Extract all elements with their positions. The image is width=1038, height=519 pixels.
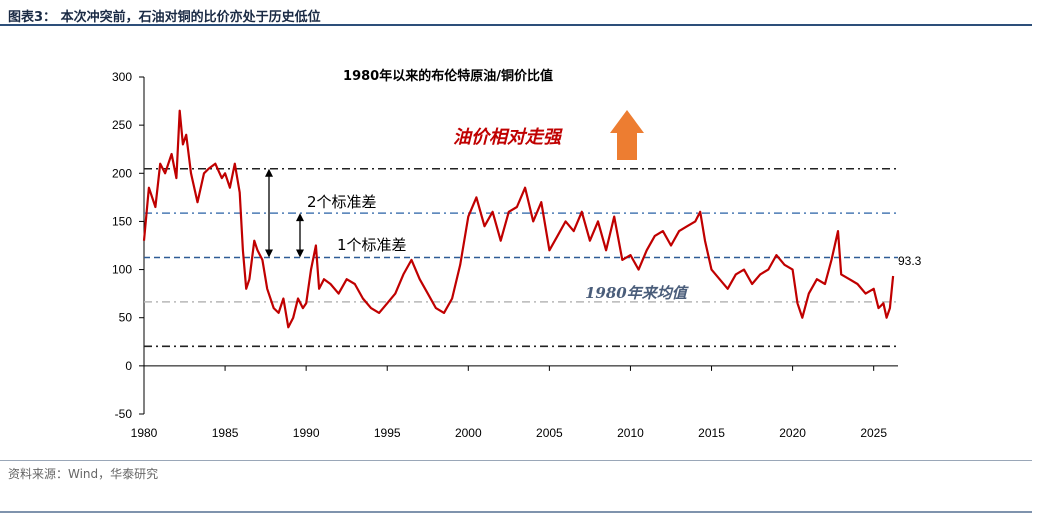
annotation-one-sd: 1个标准差 [337,236,407,254]
x-tick-label: 2025 [860,426,887,440]
x-tick-label: 1995 [374,426,401,440]
annotation-mean: 1980年来均值 [585,284,690,302]
y-tick-label: 250 [112,118,132,132]
chart-title: 1980年以来的布伦特原油/铜价比值 [343,68,553,84]
up-arrow-icon [610,110,644,160]
chart: -50 0 50 100 150 200 250 300 1980 1985 1990 1995 200… [112,68,922,440]
annotations: 油价相对走强 2个标准差 1个标准差 1980年来均值 93.3 [265,110,922,302]
bottom-rule [0,511,1032,513]
annotation-two-sd: 2个标准差 [307,193,377,211]
reference-lines [144,167,898,348]
two-sd-arrow-head-bottom [265,249,273,258]
x-tick-label: 2010 [617,426,644,440]
source-note: 资料来源：Wind，华泰研究 [8,467,159,481]
y-tick-label: -50 [115,407,133,421]
one-sd-arrow-head-top [296,213,304,222]
top-rule [0,24,1032,26]
x-tick-label: 1980 [131,426,158,440]
x-tick-label: 2015 [698,426,725,440]
y-tick-label: 50 [119,311,133,325]
figure-title: 图表3： 本次冲突前，石油对铜的比价亦处于历史低位 [8,10,321,25]
axes: -50 0 50 100 150 200 250 300 1980 1985 1990 1995 200… [112,70,898,440]
x-tick-label: 2000 [455,426,482,440]
y-tick-label: 150 [112,214,132,228]
annotation-last-value: 93.3 [898,254,922,268]
x-tick-label: 1990 [293,426,320,440]
x-tick-label: 1985 [212,426,239,440]
annotation-oil-stronger: 油价相对走强 [453,127,563,148]
source-rule [0,460,1032,461]
series-line-0 [142,109,895,329]
x-tick-label: 2005 [536,426,563,440]
y-tick-label: 200 [112,166,132,180]
one-sd-arrow-head-bottom [296,249,304,258]
y-tick-label: 0 [125,359,132,373]
series-group [142,109,895,329]
x-tick-label: 2020 [779,426,806,440]
y-tick-label: 100 [112,263,132,277]
y-tick-label: 300 [112,70,132,84]
two-sd-arrow-head-top [265,168,273,177]
